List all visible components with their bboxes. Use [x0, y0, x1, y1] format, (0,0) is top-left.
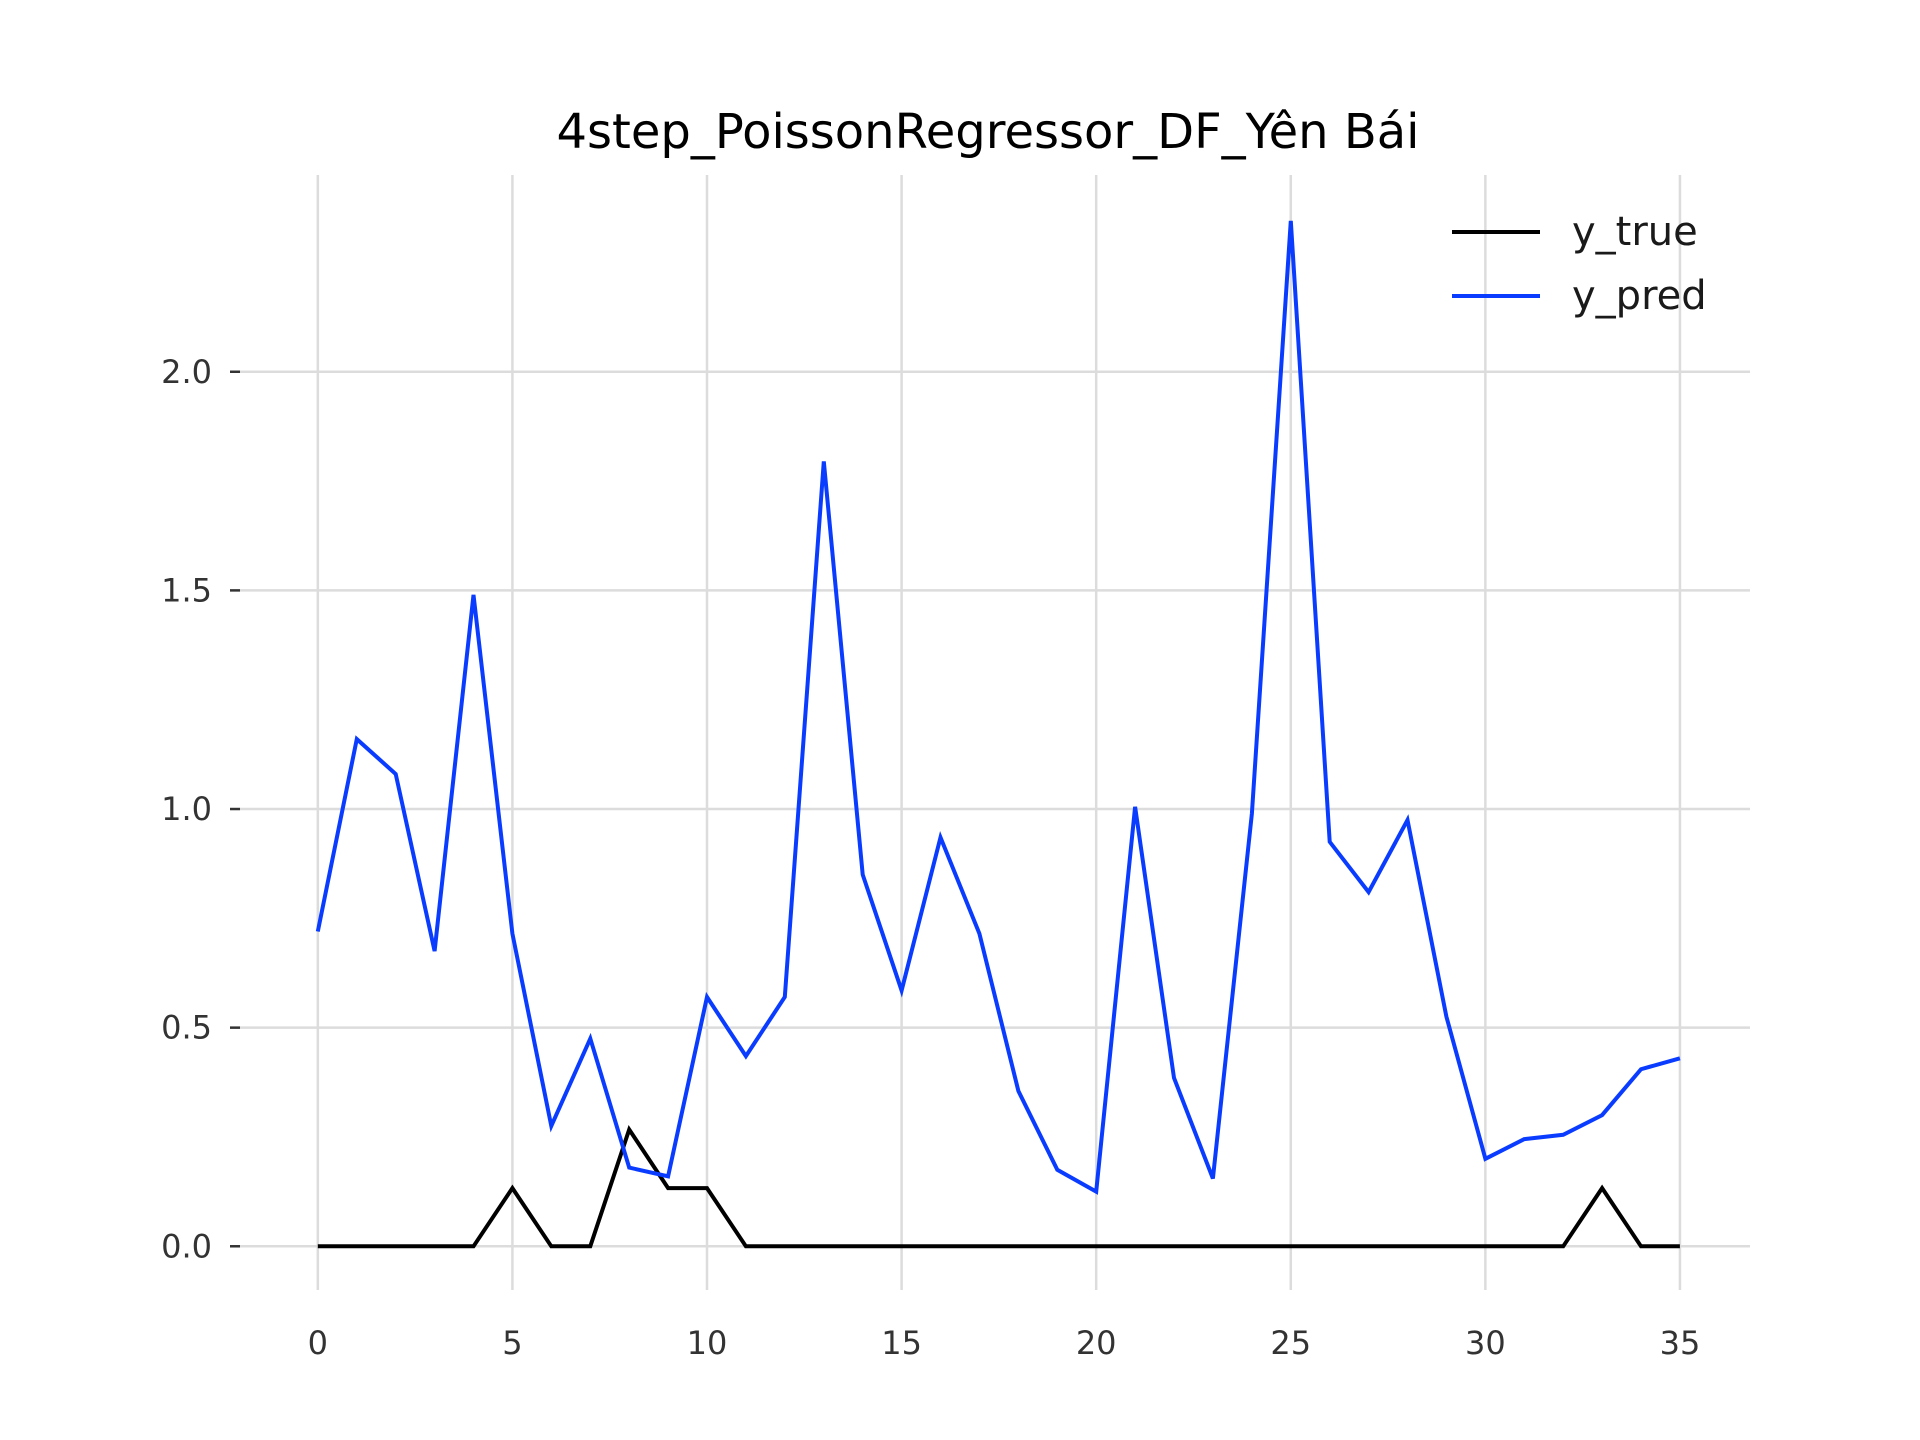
x-tick-label-10: 10 — [687, 1324, 728, 1362]
series-line-y-pred — [315, 220, 1681, 1195]
x-tick-label-25: 25 — [1270, 1324, 1311, 1362]
y-tick-label-3: 1.5 — [161, 571, 212, 609]
legend-label-y-pred: y_pred — [1572, 273, 1707, 319]
y-tick-label-1: 0.5 — [161, 1009, 212, 1047]
x-tick-label-30: 30 — [1465, 1324, 1506, 1362]
x-tick-label-20: 20 — [1076, 1324, 1117, 1362]
grid — [240, 175, 1750, 1290]
series-line-y-true — [317, 1124, 1680, 1249]
x-tick-label-0: 0 — [308, 1324, 328, 1362]
x-tick-label-5: 5 — [502, 1324, 522, 1362]
axis-ticks: 0 5 10 15 20 25 30 35 0.0 0.5 1.0 1.5 2.0 — [161, 353, 1700, 1362]
x-tick-label-15: 15 — [881, 1324, 922, 1362]
x-tick-label-35: 35 — [1660, 1324, 1701, 1362]
legend: y_true y_pred — [1452, 209, 1707, 319]
chart-title: 4step_PoissonRegressor_DF_Yên Bái — [556, 104, 1419, 160]
series-lines — [315, 220, 1681, 1249]
y-tick-label-0: 0.0 — [161, 1227, 212, 1265]
legend-label-y-true: y_true — [1572, 209, 1698, 255]
y-tick-label-2: 1.0 — [161, 790, 212, 828]
y-tick-label-4: 2.0 — [161, 353, 212, 391]
